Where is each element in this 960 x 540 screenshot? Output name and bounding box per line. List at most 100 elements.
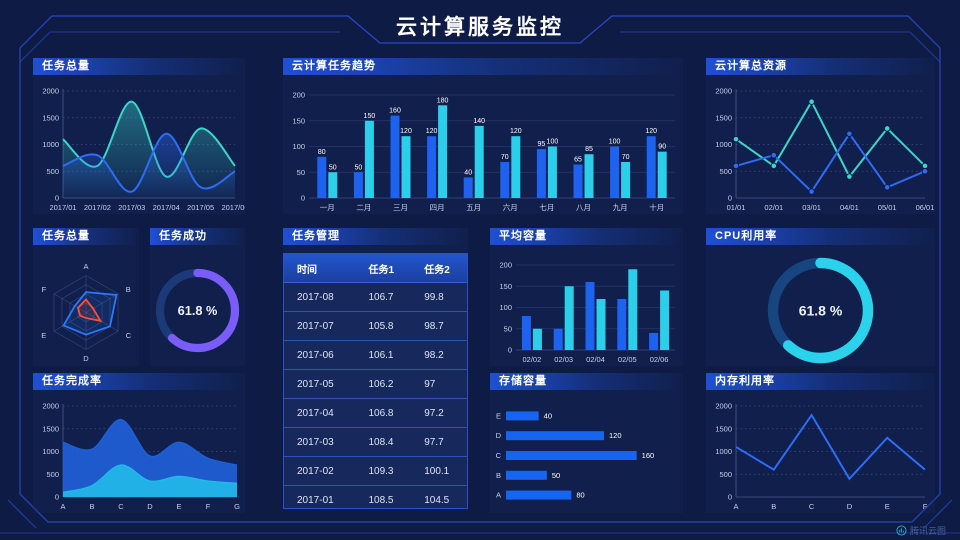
svg-text:50: 50: [504, 324, 512, 333]
panel-task-total-radar: 任务总量 A B C D E F: [33, 228, 139, 366]
svg-text:06/01: 06/01: [916, 203, 935, 212]
svg-text:1000: 1000: [715, 140, 732, 149]
svg-text:C: C: [126, 331, 132, 340]
svg-text:160: 160: [642, 451, 655, 460]
svg-text:2017/02: 2017/02: [84, 203, 111, 212]
table-cell: 2017-02: [284, 456, 356, 486]
panel-cloud-task-trend: 云计算任务趋势 0 50 100 150 200 一月 80 50 二月 50 150 三月 160 12…: [283, 58, 683, 214]
table-cell: 98.7: [411, 311, 467, 341]
svg-text:F: F: [923, 502, 928, 511]
svg-text:C: C: [118, 502, 124, 511]
svg-text:120: 120: [426, 128, 438, 135]
svg-text:200: 200: [499, 261, 512, 270]
table-row: 2017-04 106.8 97.2: [284, 398, 467, 428]
table-row: 2017-08 106.7 99.8: [284, 282, 467, 312]
svg-text:65: 65: [574, 157, 582, 164]
panel-title: 云计算任务趋势: [283, 58, 683, 75]
svg-text:140: 140: [473, 118, 485, 125]
panel-task-success: 任务成功 61.8 %: [150, 228, 245, 366]
table-cell: 105.8: [355, 311, 412, 341]
svg-text:70: 70: [622, 154, 630, 161]
panel-cloud-total-resources: 云计算总资源 0 500 1000 1500 2000 01/01 02/01 03/01 04…: [706, 58, 935, 214]
svg-text:1000: 1000: [42, 447, 59, 456]
svg-text:02/05: 02/05: [618, 355, 637, 364]
svg-text:150: 150: [292, 116, 305, 125]
svg-text:C: C: [496, 451, 502, 460]
task-radar-chart: A B C D E F: [33, 251, 139, 366]
panel-title: 云计算总资源: [706, 58, 935, 75]
panel-memory-utilization: 内存利用率 0 500 1000 1500 2000 A B C D E F: [706, 373, 935, 513]
svg-text:150: 150: [364, 113, 376, 120]
table-row: 2017-05 106.2 97: [284, 369, 467, 399]
table-cell: 2017-05: [284, 369, 356, 399]
column-header: 时间: [284, 254, 356, 283]
svg-text:1500: 1500: [42, 113, 59, 122]
table-row: 2017-07 105.8 98.7: [284, 311, 467, 341]
svg-text:2017/04: 2017/04: [153, 203, 180, 212]
panel-task-total: 任务总量 0 500 1000 1500 2000 2017/01 2017/02 2017/…: [33, 58, 249, 214]
svg-text:九月: 九月: [613, 203, 628, 212]
svg-text:0: 0: [508, 346, 512, 355]
svg-text:100: 100: [292, 142, 305, 151]
svg-text:F: F: [42, 285, 47, 294]
svg-text:B: B: [496, 471, 501, 480]
svg-text:40: 40: [544, 411, 552, 420]
cloud-task-trend-bar-chart: 0 50 100 150 200 一月 80 50 二月 50 150 三月 160 120 四月 120 18…: [283, 81, 683, 214]
svg-text:03/01: 03/01: [802, 203, 821, 212]
svg-text:120: 120: [510, 128, 522, 135]
table-row: 2017-06 106.1 98.2: [284, 340, 467, 370]
column-header: 任务1: [355, 254, 412, 283]
table-cell: 2017-04: [284, 398, 356, 428]
svg-text:80: 80: [576, 491, 584, 500]
panel-title: 任务总量: [33, 58, 245, 75]
panel-title: 存储容量: [490, 373, 683, 390]
table-cell: 99.8: [411, 282, 467, 312]
panel-storage-capacity: 存储容量 E 40 D 120 C 160 B 50 A 80: [490, 373, 683, 513]
svg-text:80: 80: [318, 149, 326, 156]
table-cell: 97: [411, 369, 467, 399]
task-table-wrap: 时间 任务1 任务2 2017-08 106.7 99.8 2017-07 105.8 98.…: [283, 253, 468, 509]
table-cell: 2017-06: [284, 340, 356, 370]
storage-hbar-chart: E 40 D 120 C 160 B 50 A 80: [490, 396, 683, 513]
table-cell: 100.1: [411, 456, 467, 486]
table-cell: 106.8: [355, 398, 412, 428]
svg-text:200: 200: [292, 91, 305, 100]
svg-text:B: B: [771, 502, 776, 511]
svg-text:2000: 2000: [42, 402, 59, 411]
panel-title: 任务成功: [150, 228, 245, 245]
svg-text:G: G: [234, 502, 240, 511]
svg-text:2000: 2000: [715, 402, 732, 411]
table-cell: 2017-07: [284, 311, 356, 341]
table-cell: 108.4: [355, 427, 412, 457]
svg-text:2017/06: 2017/06: [221, 203, 245, 212]
table-row: 2017-02 109.3 100.1: [284, 456, 467, 486]
svg-text:E: E: [885, 502, 890, 511]
svg-text:120: 120: [645, 128, 657, 135]
svg-text:2017/01: 2017/01: [49, 203, 76, 212]
table-cell: 2017-01: [284, 485, 356, 508]
panel-task-management: 任务管理 时间 任务1 任务2 2017-08 106.7 99.8 2017-07 105…: [283, 228, 468, 510]
svg-text:二月: 二月: [356, 203, 371, 212]
table-header-row: 时间 任务1 任务2: [284, 254, 467, 283]
table-cell: 98.2: [411, 340, 467, 370]
table-cell: 104.5: [411, 485, 467, 508]
svg-text:2017/03: 2017/03: [118, 203, 145, 212]
svg-text:61.8 %: 61.8 %: [799, 302, 843, 318]
panel-title: 平均容量: [490, 228, 683, 245]
panel-task-completion: 任务完成率 0 500 1000 1500 2000 A B C D E F G: [33, 373, 245, 513]
svg-text:85: 85: [585, 146, 593, 153]
svg-text:四月: 四月: [430, 203, 445, 212]
svg-text:七月: 七月: [539, 203, 554, 212]
svg-text:02/06: 02/06: [650, 355, 669, 364]
average-capacity-bar-chart: 0 50 100 150 200 02/02 02/03 02/04 02/05 02/06: [490, 251, 683, 366]
svg-text:A: A: [60, 502, 65, 511]
svg-text:六月: 六月: [503, 202, 518, 212]
svg-text:A: A: [83, 262, 88, 271]
tencent-cloud-logo-icon: [896, 525, 907, 536]
watermark: 腾讯云图: [896, 524, 946, 537]
svg-text:0: 0: [55, 493, 59, 502]
task-table-head: 时间 任务1 任务2: [284, 254, 467, 283]
svg-text:02/01: 02/01: [764, 203, 783, 212]
svg-text:50: 50: [355, 164, 363, 171]
